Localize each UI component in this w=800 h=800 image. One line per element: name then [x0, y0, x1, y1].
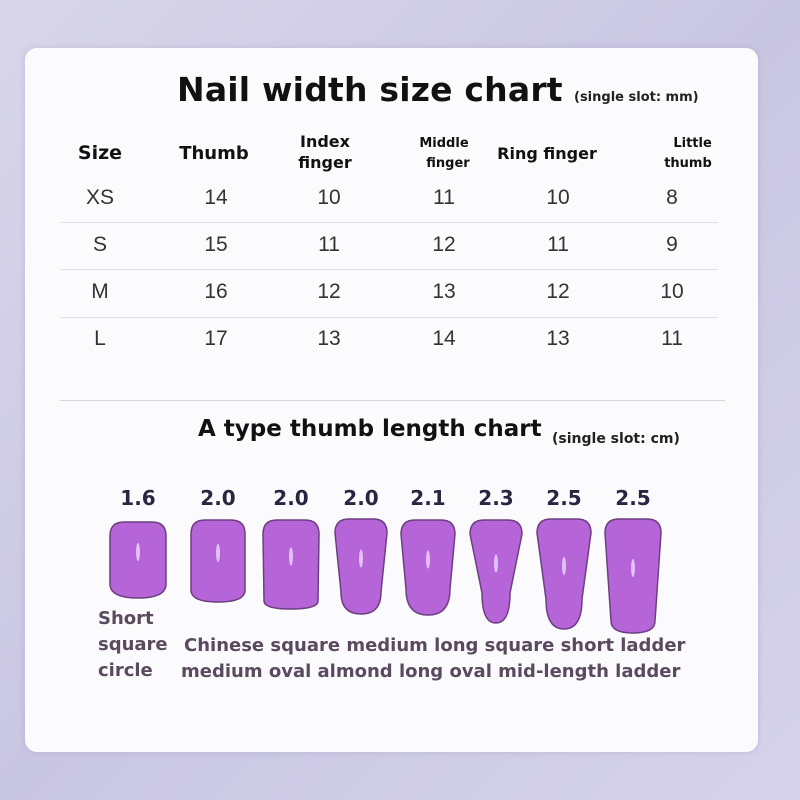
cell-index: 12 [317, 280, 341, 303]
header-index-finger: Index finger [298, 131, 351, 173]
nail-length-label: 2.0 [343, 486, 379, 510]
cell-middle: 14 [432, 327, 456, 350]
cell-index: 10 [317, 186, 341, 209]
cell-size: S [92, 233, 108, 256]
label-line: Short [98, 608, 154, 629]
header-little-line1: Little [673, 136, 712, 151]
nail-length-label: 2.0 [273, 486, 309, 510]
nail-highlight [216, 544, 220, 562]
cell-middle: 12 [432, 233, 456, 256]
shape-label-short-square-circle: Short square circle [98, 606, 168, 684]
nail-highlight [359, 549, 363, 568]
header-thumb: Thumb [179, 143, 249, 164]
label-line: circle [98, 660, 153, 681]
nail-length-label: 2.5 [546, 486, 582, 510]
cell-index: 11 [318, 233, 340, 256]
cell-ring: 12 [546, 280, 570, 303]
header-ring-finger: Ring finger [497, 144, 597, 163]
cell-thumb: 14 [204, 186, 228, 209]
length-chart-title: A type thumb length chart [198, 416, 542, 442]
cell-size: M [91, 280, 109, 303]
nail-highlight [426, 550, 430, 569]
nail-highlight [494, 554, 498, 573]
cell-size: L [94, 327, 106, 350]
label-line: square [98, 634, 168, 655]
length-chart-unit: (single slot: cm) [552, 431, 680, 447]
nail-highlight [562, 557, 566, 575]
header-index-line2: finger [298, 153, 352, 172]
cell-little: 10 [660, 280, 684, 303]
nail-highlight [289, 547, 293, 566]
nail-length-label: 2.5 [615, 486, 651, 510]
cell-middle: 13 [432, 280, 456, 303]
cell-little: 11 [661, 327, 683, 350]
nail-length-label: 2.0 [200, 486, 236, 510]
cell-ring: 10 [546, 186, 570, 209]
cell-size: XS [85, 186, 115, 209]
cell-index: 13 [317, 327, 341, 350]
row-divider [60, 269, 718, 270]
cell-thumb: 17 [204, 327, 228, 350]
width-chart-title: Nail width size chart [177, 70, 563, 109]
cell-ring: 13 [546, 327, 570, 350]
header-little-line2: thumb [664, 156, 712, 171]
cell-thumb: 16 [204, 280, 228, 303]
section-divider [60, 400, 725, 401]
cell-little: 8 [666, 186, 678, 209]
cell-thumb: 15 [204, 233, 228, 256]
cell-little: 9 [666, 233, 678, 256]
nail-length-label: 2.1 [410, 486, 446, 510]
row-divider [60, 222, 718, 223]
header-middle-line1: Middle [419, 136, 469, 151]
cell-ring: 11 [547, 233, 569, 256]
nail-highlight [631, 559, 635, 577]
nail-highlight [136, 543, 140, 561]
width-chart-unit: (single slot: mm) [574, 90, 699, 105]
nail-length-label: 1.6 [120, 486, 156, 510]
header-middle-finger: Middle finger [418, 134, 469, 174]
header-size: Size [77, 142, 123, 164]
nail-length-label: 2.3 [478, 486, 514, 510]
shape-labels-line2: medium oval almond long oval mid-length … [181, 661, 681, 682]
header-little-thumb: Little thumb [664, 134, 712, 174]
header-index-line1: Index [300, 132, 350, 151]
header-middle-line2: finger [426, 156, 470, 171]
cell-middle: 11 [433, 186, 455, 209]
shape-labels-line1: Chinese square medium long square short … [184, 635, 686, 656]
row-divider [60, 317, 718, 318]
